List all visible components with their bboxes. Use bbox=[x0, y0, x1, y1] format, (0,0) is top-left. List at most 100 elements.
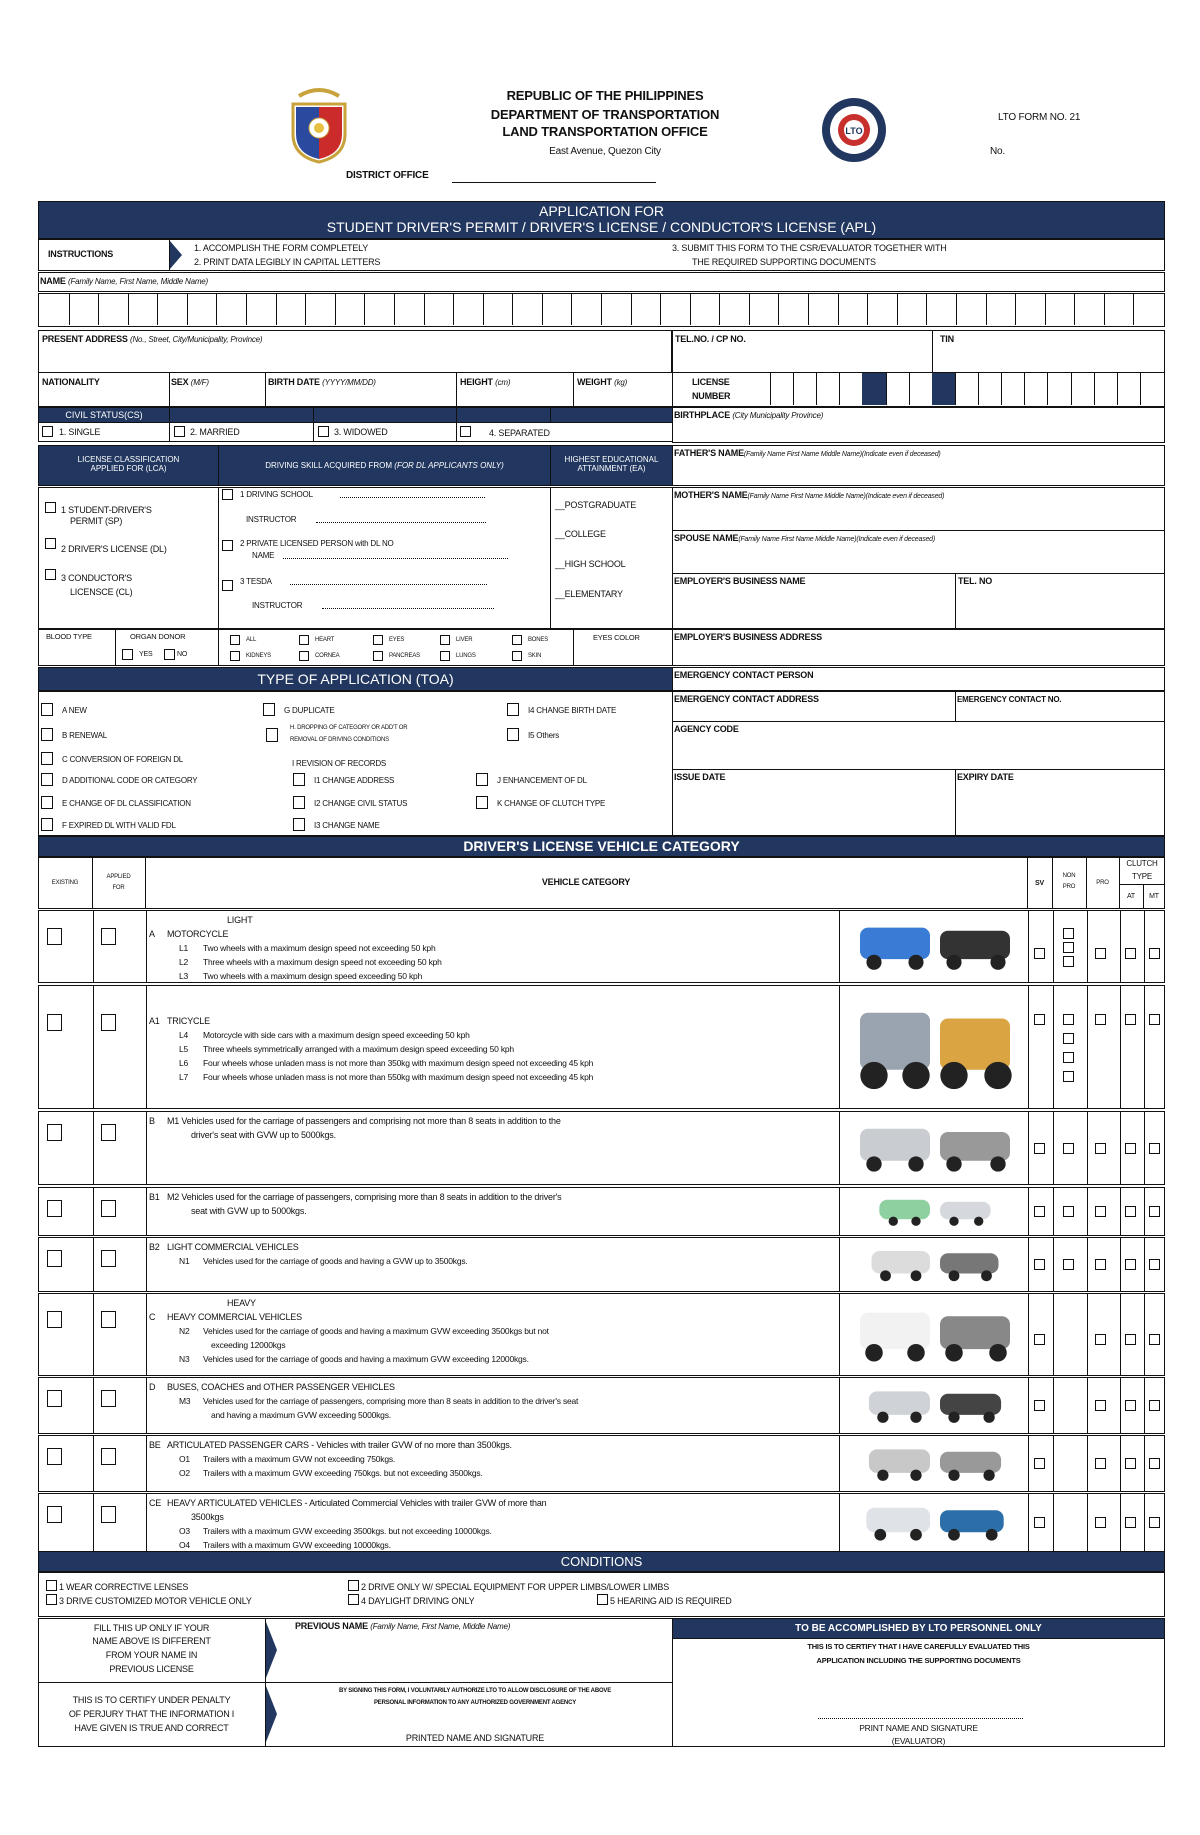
applied-for-checkbox[interactable] bbox=[101, 928, 116, 945]
issue-date-field[interactable] bbox=[672, 769, 956, 836]
pro-checkbox[interactable] bbox=[1095, 947, 1106, 959]
at-checkbox[interactable] bbox=[1125, 1143, 1136, 1154]
civil-status-widowed[interactable]: 3. WIDOWED bbox=[313, 422, 457, 442]
emergency-address-field[interactable] bbox=[672, 691, 956, 722]
lca-conductors-license-checkbox[interactable] bbox=[45, 569, 56, 580]
private-person-checkbox[interactable] bbox=[222, 540, 233, 551]
civil-status-single[interactable]: 1. SINGLE bbox=[38, 422, 170, 442]
mt-checkbox[interactable] bbox=[1149, 1457, 1160, 1469]
organ-checkbox[interactable] bbox=[230, 651, 240, 661]
expiry-date-field[interactable] bbox=[955, 769, 1165, 836]
evaluator-signature-line[interactable] bbox=[818, 1711, 1023, 1719]
nonpro-checkbox[interactable] bbox=[1063, 956, 1074, 967]
existing-checkbox[interactable] bbox=[47, 1200, 62, 1217]
toa-i3-checkbox[interactable] bbox=[293, 818, 305, 831]
height-field[interactable] bbox=[456, 372, 574, 407]
nonpro-checkbox[interactable] bbox=[1063, 928, 1074, 939]
applied-for-checkbox[interactable] bbox=[101, 1014, 116, 1031]
mt-checkbox[interactable] bbox=[1149, 1399, 1160, 1411]
toa-b-checkbox[interactable] bbox=[41, 728, 53, 741]
toa-i1-checkbox[interactable] bbox=[293, 773, 305, 786]
nonpro-checkbox[interactable] bbox=[1063, 1205, 1074, 1217]
applied-for-checkbox[interactable] bbox=[101, 1390, 116, 1407]
toa-c-checkbox[interactable] bbox=[41, 752, 53, 765]
organ-donor-no-checkbox[interactable] bbox=[164, 649, 175, 660]
at-checkbox[interactable] bbox=[1125, 1457, 1136, 1469]
education-postgraduate[interactable]: __POSTGRADUATE bbox=[555, 500, 637, 510]
organ-checkbox[interactable] bbox=[440, 635, 450, 645]
pro-checkbox[interactable] bbox=[1095, 1457, 1106, 1469]
at-checkbox[interactable] bbox=[1125, 1258, 1136, 1270]
education-high-school[interactable]: __HIGH SCHOOL bbox=[555, 559, 626, 569]
nonpro-checkbox[interactable] bbox=[1063, 1071, 1074, 1082]
at-checkbox[interactable] bbox=[1125, 1399, 1136, 1411]
sv-checkbox[interactable] bbox=[1034, 947, 1045, 959]
toa-h-checkbox[interactable] bbox=[266, 728, 278, 742]
nonpro-checkbox[interactable] bbox=[1063, 1143, 1074, 1154]
existing-checkbox[interactable] bbox=[47, 1448, 62, 1465]
organ-checkbox[interactable] bbox=[230, 635, 240, 645]
instructor-field-1[interactable] bbox=[316, 515, 486, 523]
at-checkbox[interactable] bbox=[1125, 1334, 1136, 1345]
tesda-field[interactable] bbox=[290, 577, 487, 585]
birthplace-field[interactable] bbox=[672, 407, 1165, 443]
pro-checkbox[interactable] bbox=[1095, 1516, 1106, 1528]
private-person-name-field[interactable] bbox=[283, 551, 508, 559]
mt-checkbox[interactable] bbox=[1149, 947, 1160, 959]
pro-checkbox[interactable] bbox=[1095, 1399, 1106, 1411]
mt-checkbox[interactable] bbox=[1149, 1205, 1160, 1217]
applied-for-checkbox[interactable] bbox=[101, 1124, 116, 1141]
driving-school-checkbox[interactable] bbox=[222, 489, 233, 500]
applied-for-checkbox[interactable] bbox=[101, 1200, 116, 1217]
nonpro-checkbox[interactable] bbox=[1063, 942, 1074, 953]
existing-checkbox[interactable] bbox=[47, 1014, 62, 1031]
organ-checkbox[interactable] bbox=[373, 635, 383, 645]
present-address-field[interactable] bbox=[38, 330, 672, 373]
civil-status-separated[interactable]: 4. SEPARATED bbox=[456, 422, 673, 442]
sv-checkbox[interactable] bbox=[1034, 1014, 1045, 1025]
father-name-field[interactable] bbox=[672, 445, 1165, 486]
toa-j-checkbox[interactable] bbox=[476, 773, 488, 786]
condition-5-checkbox[interactable] bbox=[597, 1594, 608, 1605]
previous-name-field[interactable] bbox=[265, 1618, 673, 1683]
condition-2-checkbox[interactable] bbox=[348, 1580, 359, 1591]
employer-tel-field[interactable] bbox=[955, 573, 1165, 629]
agency-code-field[interactable] bbox=[672, 721, 1165, 770]
sv-checkbox[interactable] bbox=[1034, 1516, 1045, 1528]
name-input-grid[interactable] bbox=[38, 293, 1165, 327]
nationality-field[interactable] bbox=[38, 372, 170, 407]
lca-drivers-license-checkbox[interactable] bbox=[45, 538, 56, 549]
pro-checkbox[interactable] bbox=[1095, 1143, 1106, 1154]
employer-address-field[interactable] bbox=[672, 629, 1165, 666]
mt-checkbox[interactable] bbox=[1149, 1334, 1160, 1345]
tesda-checkbox[interactable] bbox=[222, 580, 233, 591]
condition-4-checkbox[interactable] bbox=[348, 1594, 359, 1605]
blood-type-field[interactable] bbox=[38, 629, 116, 666]
toa-g-checkbox[interactable] bbox=[263, 703, 275, 716]
sv-checkbox[interactable] bbox=[1034, 1143, 1045, 1154]
organ-checkbox[interactable] bbox=[299, 635, 309, 645]
at-checkbox[interactable] bbox=[1125, 1014, 1136, 1025]
education-elementary[interactable]: __ELEMENTARY bbox=[555, 589, 623, 599]
condition-3-checkbox[interactable] bbox=[46, 1594, 57, 1605]
nonpro-checkbox[interactable] bbox=[1063, 1033, 1074, 1044]
toa-i4-checkbox[interactable] bbox=[507, 703, 519, 716]
toa-a-checkbox[interactable] bbox=[41, 703, 53, 716]
district-office-field[interactable] bbox=[452, 182, 656, 183]
condition-1-checkbox[interactable] bbox=[46, 1580, 57, 1591]
sv-checkbox[interactable] bbox=[1034, 1334, 1045, 1345]
mother-name-field[interactable] bbox=[672, 487, 1165, 531]
toa-i5-checkbox[interactable] bbox=[507, 728, 519, 741]
lca-student-permit-checkbox[interactable] bbox=[45, 502, 56, 513]
organ-checkbox[interactable] bbox=[512, 651, 522, 661]
civil-status-married[interactable]: 2. MARRIED bbox=[169, 422, 314, 442]
toa-k-checkbox[interactable] bbox=[476, 796, 488, 809]
instructor-field-2[interactable] bbox=[322, 601, 494, 609]
organ-checkbox[interactable] bbox=[440, 651, 450, 661]
sv-checkbox[interactable] bbox=[1034, 1457, 1045, 1469]
organ-checkbox[interactable] bbox=[373, 651, 383, 661]
tin-field[interactable] bbox=[932, 330, 1165, 373]
existing-checkbox[interactable] bbox=[47, 1311, 62, 1328]
organ-checkbox[interactable] bbox=[512, 635, 522, 645]
toa-i2-checkbox[interactable] bbox=[293, 796, 305, 809]
